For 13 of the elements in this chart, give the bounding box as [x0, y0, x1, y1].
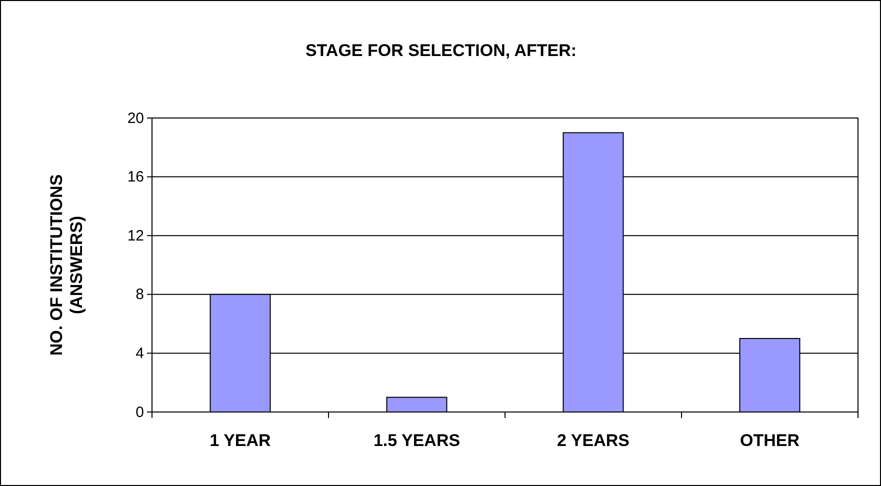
y-tick-label: 4 [136, 345, 144, 362]
bar [386, 396, 448, 412]
y-tick-label: 16 [127, 168, 144, 186]
y-tick-label: 20 [127, 110, 144, 127]
x-tick-label: 2 YEARS [557, 431, 630, 450]
y-axis-title: NO. OF INSTITUTIONS (ANSWERS) [47, 174, 86, 356]
x-tick-label: OTHER [740, 431, 800, 450]
y-tick-label: 8 [136, 286, 144, 304]
y-tick-label: 0 [136, 404, 144, 421]
chart-title: STAGE FOR SELECTION, AFTER: [305, 41, 577, 60]
y-tick-label: 12 [127, 227, 144, 244]
x-tick-label: 1 YEAR [210, 431, 271, 450]
x-tick-label: 1.5 YEARS [373, 431, 460, 450]
